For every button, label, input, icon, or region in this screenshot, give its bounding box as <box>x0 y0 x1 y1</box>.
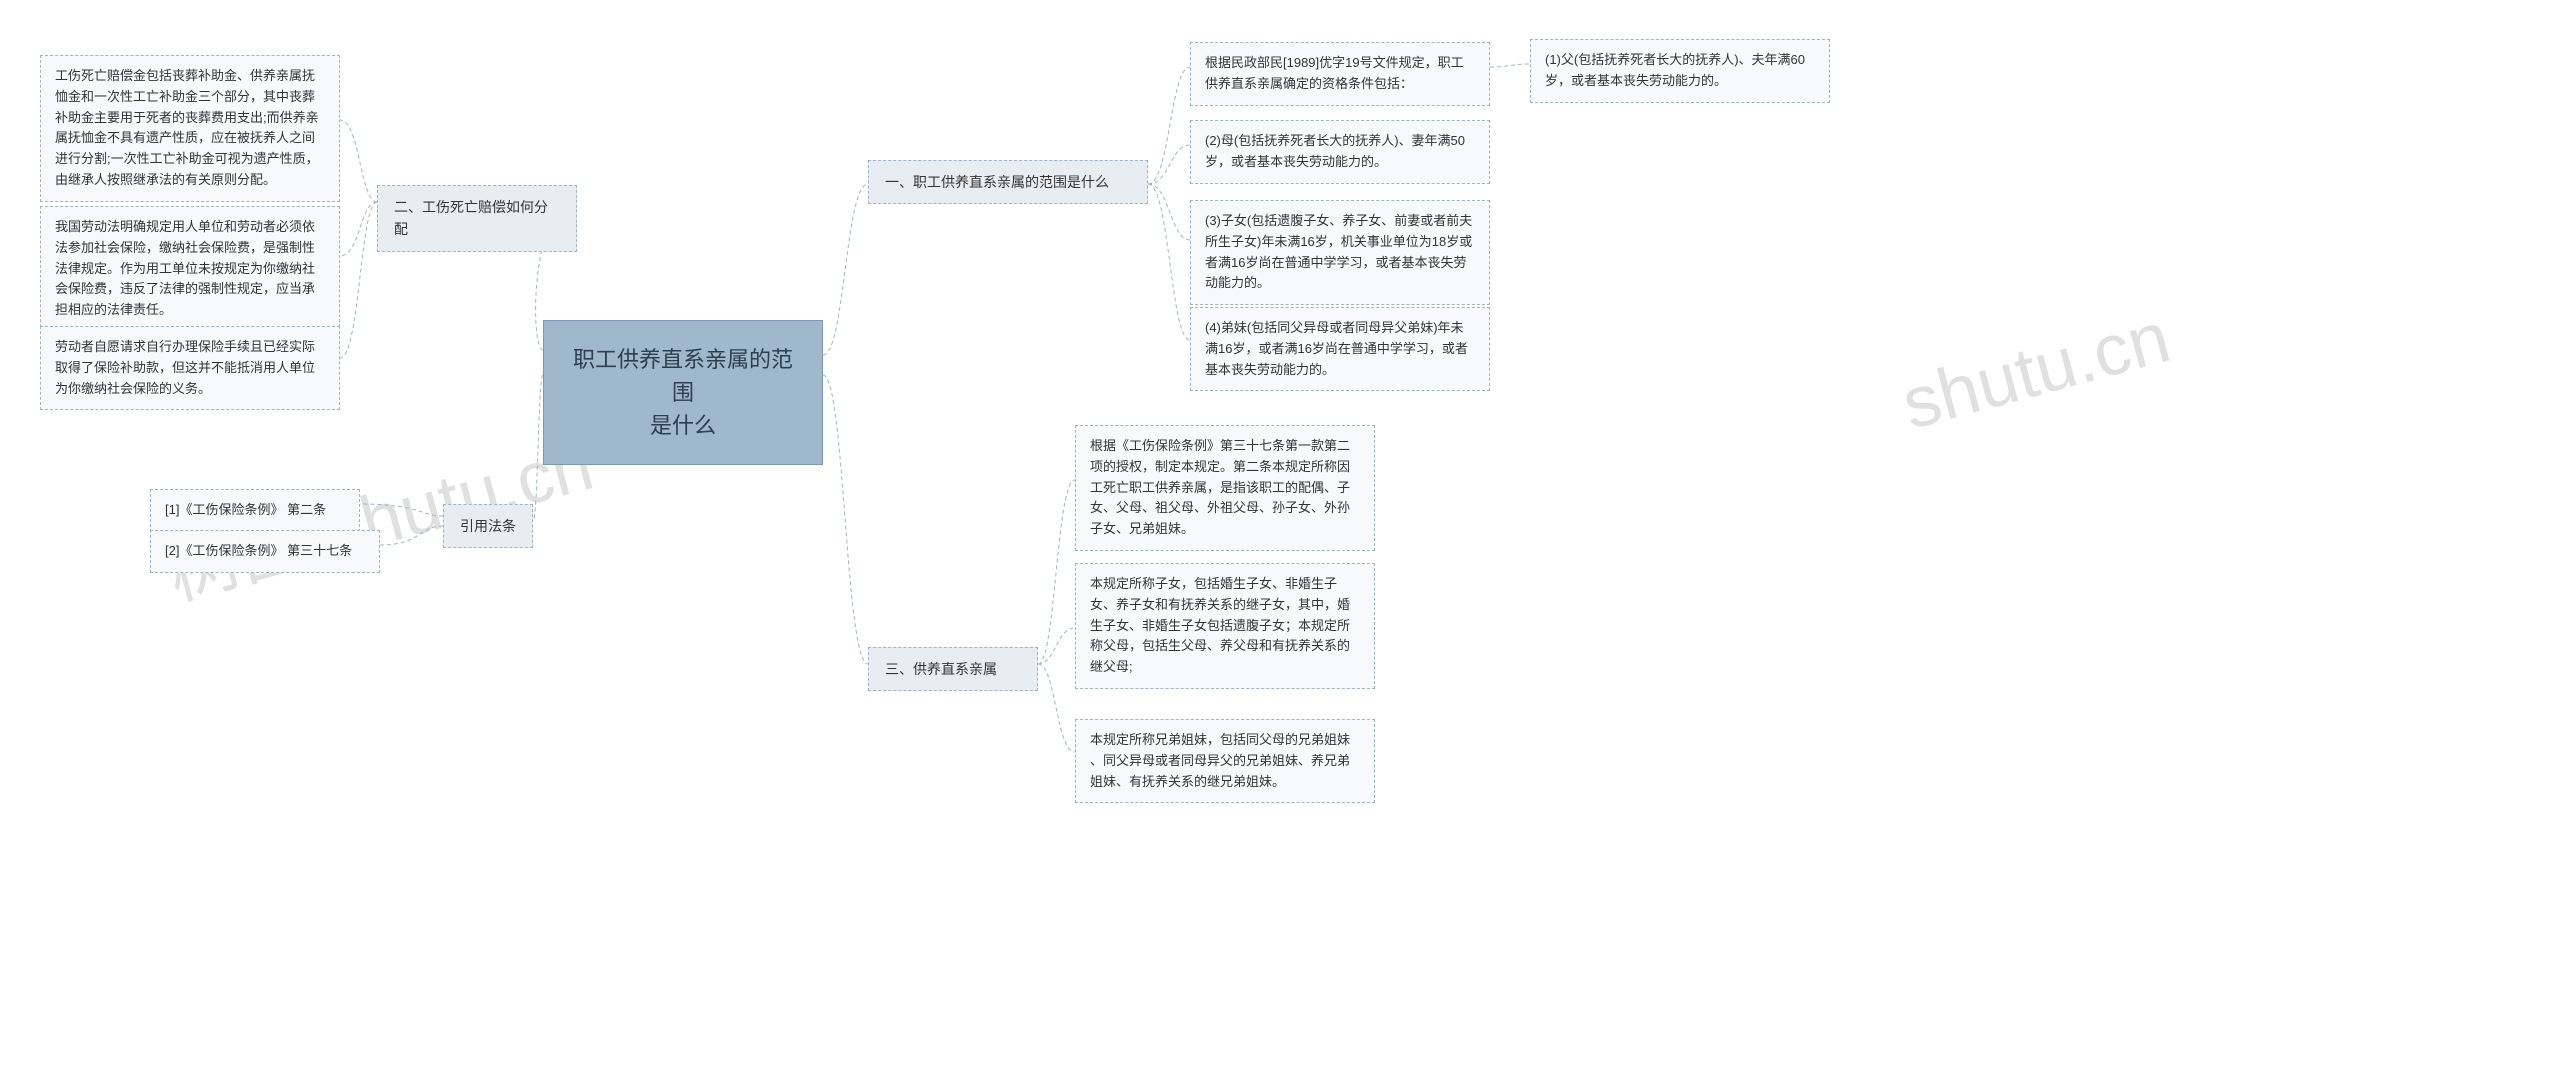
watermark-right: shutu.cn <box>1894 296 2178 446</box>
leaf-1b: (2)母(包括抚养死者长大的抚养人)、妻年满50岁，或者基本丧失劳动能力的。 <box>1190 120 1490 184</box>
leaf-2b: 我国劳动法明确规定用人单位和劳动者必须依法参加社会保险，缴纳社会保险费，是强制性… <box>40 206 340 332</box>
branch-3: 三、供养直系亲属 <box>868 647 1038 691</box>
leaf-ref2: [2]《工伤保险条例》 第三十七条 <box>150 530 380 573</box>
leaf-1a1: (1)父(包括抚养死者长大的抚养人)、夫年满60岁，或者基本丧失劳动能力的。 <box>1530 39 1830 103</box>
leaf-2c: 劳动者自愿请求自行办理保险手续且已经实际取得了保险补助款，但这并不能抵消用人单位… <box>40 326 340 410</box>
leaf-1c: (3)子女(包括遗腹子女、养子女、前妻或者前夫所生子女)年未满16岁，机关事业单… <box>1190 200 1490 305</box>
branch-1: 一、职工供养直系亲属的范围是什么 <box>868 160 1148 204</box>
leaf-1a: 根据民政部民[1989]优字19号文件规定，职工供养直系亲属确定的资格条件包括： <box>1190 42 1490 106</box>
root-node: 职工供养直系亲属的范围 是什么 <box>543 320 823 465</box>
branch-2: 二、工伤死亡赔偿如何分配 <box>377 185 577 252</box>
root-line1: 职工供养直系亲属的范围 <box>572 343 794 409</box>
leaf-ref1: [1]《工伤保险条例》 第二条 <box>150 489 360 532</box>
leaf-2a: 工伤死亡赔偿金包括丧葬补助金、供养亲属抚恤金和一次性工亡补助金三个部分，其中丧葬… <box>40 55 340 202</box>
leaf-3a: 根据《工伤保险条例》第三十七条第一款第二项的授权，制定本规定。第二条本规定所称因… <box>1075 425 1375 551</box>
leaf-1d: (4)弟妹(包括同父异母或者同母异父弟妹)年未满16岁，或者满16岁尚在普通中学… <box>1190 307 1490 391</box>
leaf-3c: 本规定所称兄弟姐妹，包括同父母的兄弟姐妹 、同父异母或者同母异父的兄弟姐妹、养兄… <box>1075 719 1375 803</box>
branch-ref: 引用法条 <box>443 504 533 548</box>
leaf-3b: 本规定所称子女，包括婚生子女、非婚生子女、养子女和有抚养关系的继子女，其中，婚生… <box>1075 563 1375 689</box>
root-line2: 是什么 <box>572 409 794 442</box>
